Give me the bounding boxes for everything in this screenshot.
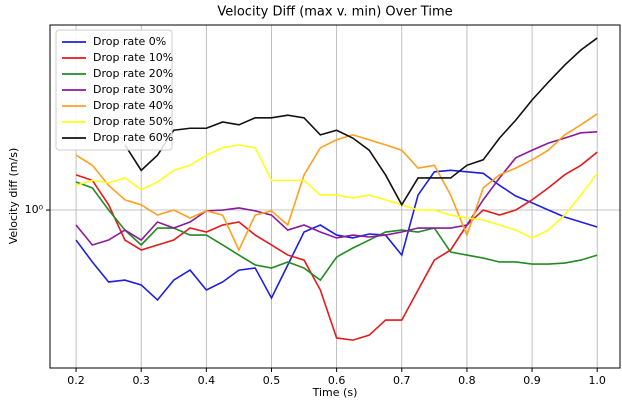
- series-line: [75, 144, 598, 239]
- legend-label: Drop rate 50%: [93, 115, 173, 128]
- legend-label: Drop rate 30%: [93, 83, 173, 96]
- x-tick-label: 0.3: [132, 374, 150, 387]
- chart-title: Velocity Diff (max v. min) Over Time: [217, 5, 452, 20]
- series-line: [75, 181, 598, 282]
- legend-label: Drop rate 0%: [93, 35, 166, 48]
- legend-label: Drop rate 20%: [93, 67, 173, 80]
- series-line: [75, 169, 598, 302]
- series-line: [124, 37, 598, 207]
- x-axis-label: Time (s): [312, 386, 358, 399]
- x-tick-label: 1.0: [588, 374, 606, 387]
- x-tick-label: 0.4: [198, 374, 216, 387]
- x-tick-label: 0.9: [523, 374, 541, 387]
- x-tick-label: 0.8: [458, 374, 476, 387]
- legend-label: Drop rate 60%: [93, 131, 173, 144]
- series-line: [75, 130, 598, 246]
- legend-box: [55, 29, 173, 151]
- series-line: [75, 113, 598, 252]
- x-tick-label: 0.5: [263, 374, 281, 387]
- x-tick-label: 0.2: [67, 374, 85, 387]
- series-line: [75, 151, 598, 341]
- legend-label: Drop rate 40%: [93, 99, 173, 112]
- y-tick-label: 10⁰: [25, 203, 44, 216]
- x-tick-label: 0.6: [328, 374, 346, 387]
- plot-frame: [49, 24, 621, 369]
- legend: Drop rate 0% Drop rate 10% Drop rate 20% Dr…: [55, 29, 173, 151]
- legend-label: Drop rate 10%: [93, 51, 173, 64]
- x-tick-label: 0.7: [393, 374, 411, 387]
- y-axis-label: Velocity diff (m/s): [7, 148, 20, 245]
